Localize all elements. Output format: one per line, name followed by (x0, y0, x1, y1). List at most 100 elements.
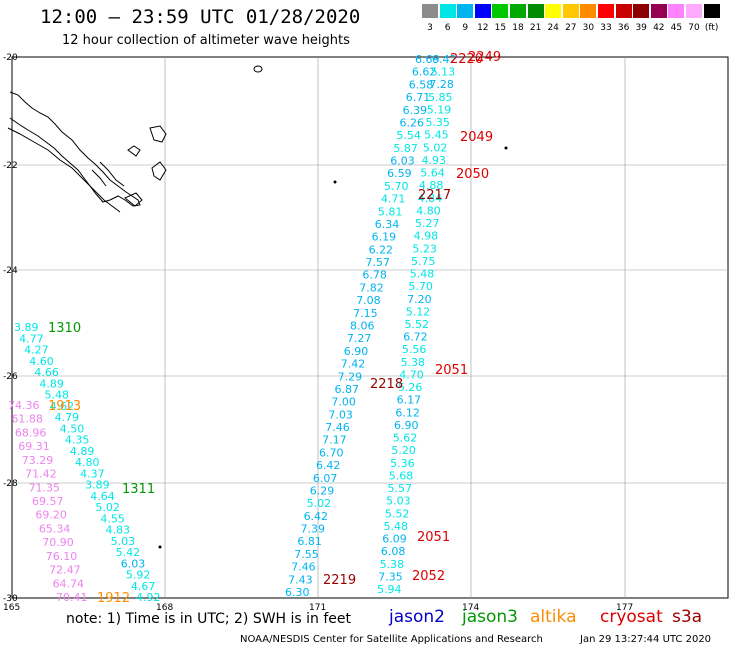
track-a-west-value-5: 6.26 (400, 116, 425, 129)
track-b-value-2: 4.27 (24, 344, 48, 357)
track-b-value-3: 4.60 (29, 355, 54, 368)
scale-label-16: (ft) (704, 23, 719, 33)
time-label-0: 2249 (468, 50, 501, 65)
track-c-value-11: 76.10 (46, 550, 78, 563)
track-a-west-value-27: 7.00 (331, 396, 356, 409)
scale-label-3: 12 (477, 23, 489, 33)
track-a-east-value-3: 5.85 (428, 91, 453, 104)
track-a-east-value-21: 5.52 (405, 318, 430, 331)
track-c-value-14: 70.41 (56, 591, 88, 604)
track-c-value-5: 71.42 (25, 468, 57, 481)
lat-label-5: -30 (3, 594, 18, 604)
track-b-value-10: 4.35 (65, 434, 90, 447)
track-c-value-9: 65.34 (39, 522, 71, 535)
island-walpole (253, 65, 263, 73)
generated-timestamp: Jan 29 13:27:44 UTC 2020 (580, 634, 712, 645)
track-a-west-value-17: 6.78 (362, 269, 387, 282)
scale-swatch-14 (668, 4, 685, 18)
map-frame (11, 56, 729, 599)
scale-label-14: 45 (670, 23, 683, 33)
track-a-east-value-0: 6.42 (432, 53, 457, 66)
track-a-east-value-37: 5.48 (384, 520, 409, 533)
track-a-east-value-33: 5.68 (389, 469, 414, 482)
scale-label-9: 30 (582, 23, 595, 33)
lat-label-4: -28 (3, 479, 18, 489)
track-a-west-value-31: 6.70 (319, 446, 344, 459)
track-a-east-value-4: 5.19 (427, 103, 452, 116)
track-a-east-value-41: 7.35 (378, 570, 403, 583)
track-a-west-value-41: 7.43 (288, 573, 313, 586)
track-a-west-value-28: 7.03 (328, 408, 353, 421)
track-a-west-value-16: 7.57 (365, 256, 390, 269)
track-a-east-value-35: 5.03 (386, 495, 411, 508)
track-a-east-value-42: 5.94 (377, 583, 402, 596)
track-a-east-value-29: 6.90 (394, 419, 419, 432)
track-b-value-19: 5.03 (111, 535, 136, 548)
time-label-13: 1912 (97, 591, 130, 606)
track-a-east-value-13: 5.27 (415, 217, 440, 230)
legend-jason2: jason2 (389, 607, 445, 627)
island-dot-1 (333, 180, 337, 184)
lon-label-4: 177 (616, 603, 633, 613)
track-a-west-value-24: 7.42 (341, 358, 366, 371)
track-c-value-2: 68.96 (15, 426, 47, 439)
track-a-east-value-30: 5.62 (393, 432, 418, 445)
island-dot-3 (158, 545, 162, 549)
track-c-value-7: 69.57 (32, 495, 64, 508)
scale-label-13: 42 (653, 23, 665, 33)
island-loyalty-2 (149, 125, 167, 143)
track-b-value-12: 4.80 (75, 456, 100, 469)
scale-swatch-6 (527, 4, 544, 18)
scale-swatch-13 (650, 4, 667, 18)
track-a-west-value-38: 6.81 (297, 535, 322, 548)
track-a-east-value-17: 5.48 (410, 268, 435, 281)
island-dot-2 (504, 146, 508, 150)
scale-swatch-2 (457, 4, 474, 18)
footer-note: note: 1) Time is in UTC; 2) SWH is in fe… (66, 611, 352, 627)
track-b-value-22: 5.92 (126, 569, 151, 582)
track-a-east-value-20: 5.12 (406, 305, 431, 318)
legend-s3a: s3a (672, 607, 703, 627)
track-b-value-20: 5.42 (116, 546, 140, 559)
legend-jason3: jason3 (462, 607, 518, 627)
coastline-inner-c (91, 169, 107, 187)
scale-label-6: 21 (529, 23, 542, 33)
track-b-value-7: 4.62 (50, 400, 74, 413)
track-a-east-value-7: 5.02 (423, 141, 448, 154)
time-label-2: 2049 (460, 130, 493, 145)
track-b-value-23: 4.67 (131, 580, 156, 593)
page-title: 12:00 – 23:59 UTC 01/28/2020 (40, 6, 361, 28)
track-a-west-value-14: 6.19 (372, 231, 397, 244)
time-label-12: 1311 (122, 482, 155, 497)
track-a-east-value-24: 5.38 (401, 356, 426, 369)
track-b-value-17: 4.55 (100, 512, 125, 525)
track-a-east-value-1: 5.13 (431, 66, 456, 79)
time-label-5: 2051 (435, 363, 468, 378)
coastline-inner-a (7, 127, 121, 213)
track-c-value-8: 69.20 (35, 509, 67, 522)
track-a-west-value-37: 7.39 (300, 523, 325, 536)
track-a-east-value-15: 5.23 (412, 242, 437, 255)
scale-label-0: 3 (427, 23, 433, 33)
track-a-west-value-9: 6.59 (387, 167, 412, 180)
track-a-east-value-16: 5.75 (411, 255, 436, 268)
scale-label-8: 27 (565, 23, 577, 33)
scale-swatch-9 (580, 4, 597, 18)
track-a-west-value-20: 7.15 (353, 307, 378, 320)
track-a-east-value-26: 5.26 (398, 381, 423, 394)
track-a-west-value-30: 7.17 (322, 434, 347, 447)
track-a-west-value-7: 5.87 (393, 142, 418, 155)
track-c-value-0: 74.36 (8, 399, 40, 412)
scale-swatch-7 (545, 4, 562, 18)
time-label-10: 1310 (48, 321, 81, 336)
scale-label-12: 39 (635, 23, 647, 33)
track-a-west-value-25: 7.29 (338, 370, 363, 383)
lon-label-2: 171 (309, 603, 326, 613)
scale-swatch-8 (562, 4, 579, 18)
track-a-west-value-36: 6.42 (304, 510, 329, 523)
track-a-west-value-39: 7.55 (294, 548, 319, 561)
track-a-west-value-2: 6.58 (409, 78, 434, 91)
track-a-west-value-0: 6.69 (415, 53, 440, 66)
track-a-east-value-28: 6.12 (395, 406, 420, 419)
